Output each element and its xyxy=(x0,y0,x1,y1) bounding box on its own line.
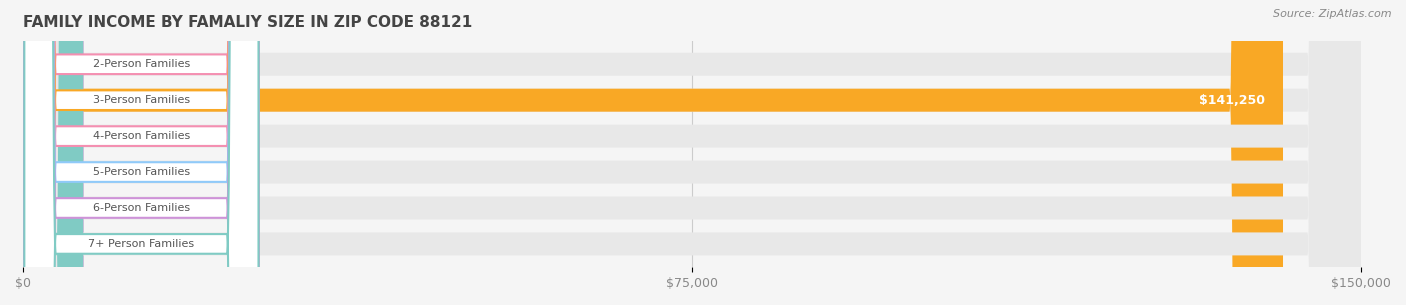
Text: 6-Person Families: 6-Person Families xyxy=(93,203,190,213)
Text: FAMILY INCOME BY FAMALIY SIZE IN ZIP CODE 88121: FAMILY INCOME BY FAMALIY SIZE IN ZIP COD… xyxy=(22,15,472,30)
FancyBboxPatch shape xyxy=(22,0,1361,305)
FancyBboxPatch shape xyxy=(24,0,259,305)
FancyBboxPatch shape xyxy=(22,0,83,305)
Text: 7+ Person Families: 7+ Person Families xyxy=(89,239,194,249)
FancyBboxPatch shape xyxy=(22,0,1361,305)
Text: 4-Person Families: 4-Person Families xyxy=(93,131,190,141)
FancyBboxPatch shape xyxy=(22,0,1361,305)
Text: $0: $0 xyxy=(90,130,105,143)
Text: 2-Person Families: 2-Person Families xyxy=(93,59,190,69)
Text: Source: ZipAtlas.com: Source: ZipAtlas.com xyxy=(1274,9,1392,19)
FancyBboxPatch shape xyxy=(22,0,83,305)
Text: $0: $0 xyxy=(90,202,105,214)
FancyBboxPatch shape xyxy=(22,0,83,305)
FancyBboxPatch shape xyxy=(24,0,259,305)
FancyBboxPatch shape xyxy=(24,0,259,305)
FancyBboxPatch shape xyxy=(22,0,1361,305)
FancyBboxPatch shape xyxy=(24,0,259,305)
Text: 3-Person Families: 3-Person Families xyxy=(93,95,190,105)
FancyBboxPatch shape xyxy=(22,0,1361,305)
Text: $0: $0 xyxy=(90,237,105,250)
FancyBboxPatch shape xyxy=(22,0,83,305)
FancyBboxPatch shape xyxy=(22,0,1361,305)
FancyBboxPatch shape xyxy=(24,0,259,305)
Text: $141,250: $141,250 xyxy=(1199,94,1265,107)
Text: $0: $0 xyxy=(90,58,105,71)
Text: $0: $0 xyxy=(90,166,105,178)
Text: 5-Person Families: 5-Person Families xyxy=(93,167,190,177)
FancyBboxPatch shape xyxy=(24,0,259,305)
FancyBboxPatch shape xyxy=(22,0,1284,305)
FancyBboxPatch shape xyxy=(22,0,83,305)
